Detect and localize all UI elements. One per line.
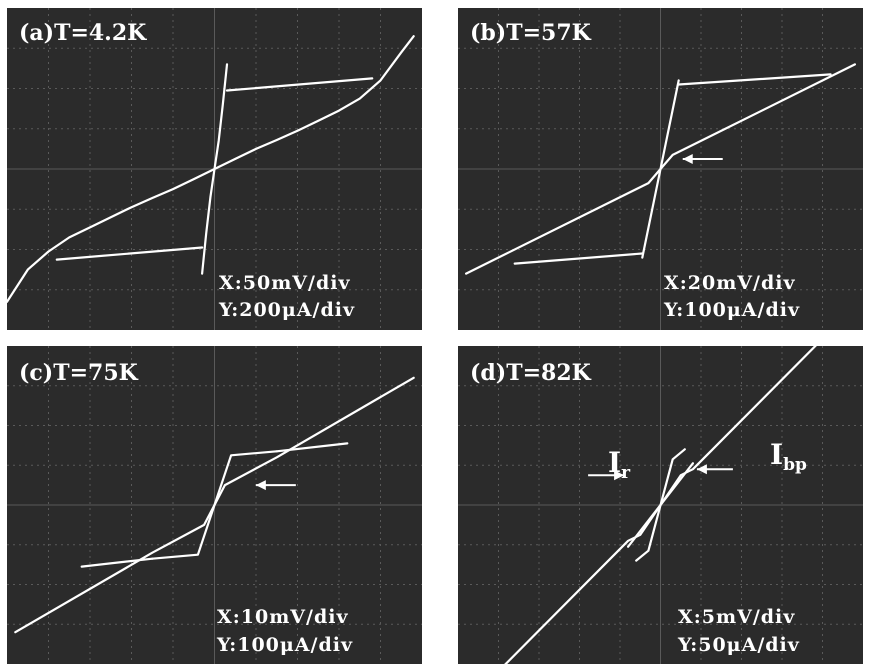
y-scale-label: Y:50μA/div [678,634,800,656]
y-scale-label: Y:100μA/div [217,634,354,656]
arrow-marker [682,153,723,164]
plot-c [7,346,422,664]
x-scale-label: X:10mV/div [217,606,349,628]
plot-a [7,8,422,330]
panel-title: (a)T=4.2K [19,20,147,46]
panel-b: (b)T=57K X:20mV/div Y:100μA/div [458,8,863,330]
iv-trace [635,448,686,562]
iv-trace [151,450,278,560]
iv-trace [677,73,832,86]
y-scale-label: Y:100μA/div [664,299,801,321]
annotation-ibp: Ibp [770,438,807,475]
iv-trace [275,442,349,453]
plot-b [458,8,863,330]
arrow-marker [696,464,733,475]
x-scale-label: X:20mV/div [664,272,796,294]
arrow-marker [255,480,296,491]
annotation-ir: Ir [608,446,631,483]
iv-trace [55,246,204,261]
y-scale-label: Y:200μA/div [219,299,356,321]
iv-trace [513,252,644,265]
iv-trace [201,63,229,275]
iv-trace [80,557,154,568]
x-scale-label: X:5mV/div [678,606,796,628]
panel-title: (b)T=57K [470,20,591,46]
panel-title: (c)T=75K [19,360,138,386]
panel-c: (c)T=75K X:10mV/div Y:100μA/div [7,346,422,664]
plot-d [458,346,863,664]
panel-d: (d)T=82K Ir Ibp X:5mV/div Y:50μA/div [458,346,863,664]
panel-a: (a)T=4.2K X:50mV/div Y:200μA/div [7,8,422,330]
iv-trace [641,79,680,259]
x-scale-label: X:50mV/div [219,272,351,294]
panel-title: (d)T=82K [470,360,591,386]
arrow-marker [588,470,625,481]
iv-trace [225,77,374,92]
